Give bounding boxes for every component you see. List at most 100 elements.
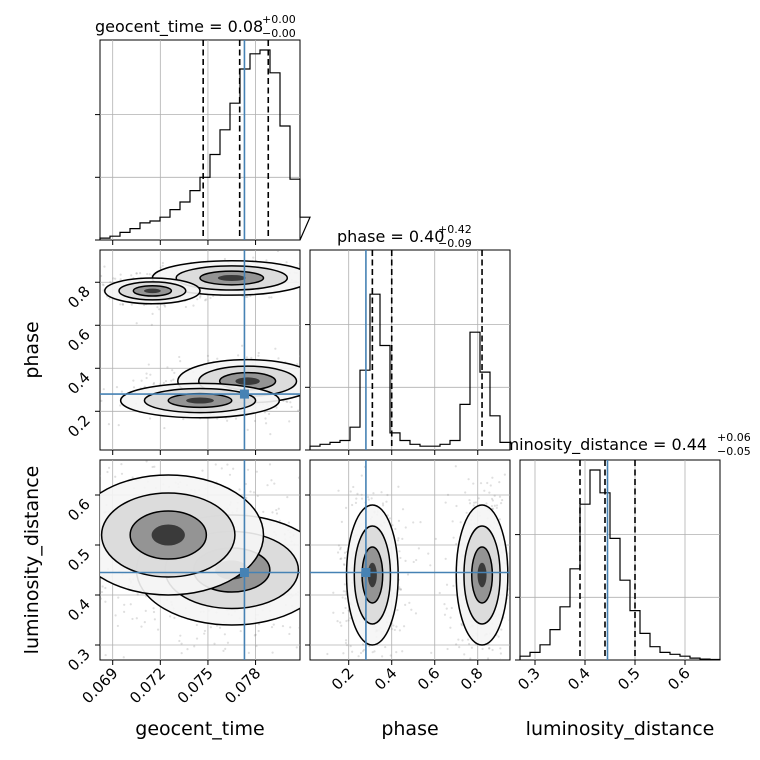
scatter-point bbox=[90, 589, 92, 591]
scatter-point bbox=[414, 612, 418, 615]
scatter-point bbox=[97, 563, 99, 565]
title-geocent-time-sub: −0.00 bbox=[262, 27, 296, 40]
scatter-point bbox=[305, 574, 307, 576]
contour-line bbox=[470, 546, 494, 604]
scatter-point bbox=[281, 624, 285, 628]
scatter-point bbox=[450, 606, 453, 610]
scatter-point bbox=[270, 296, 273, 299]
contour-line bbox=[143, 387, 257, 414]
scatter-point bbox=[344, 606, 347, 610]
scatter-point bbox=[339, 557, 342, 561]
scatter-point bbox=[67, 480, 69, 482]
scatter-point bbox=[486, 657, 490, 660]
scatter-point bbox=[455, 542, 458, 546]
scatter-luminosity-distance-vs-phase-panel: 0.2 0.4 0.6 0.8 bbox=[305, 459, 516, 708]
scatter-point bbox=[503, 473, 506, 476]
scatter-point bbox=[152, 383, 155, 386]
title-geocent-time-sup: +0.00 bbox=[262, 13, 296, 26]
scatter-point bbox=[459, 521, 462, 524]
scatter-point bbox=[117, 596, 120, 599]
scatter-point bbox=[360, 493, 363, 496]
scatter-point bbox=[86, 276, 88, 278]
scatter-point bbox=[445, 607, 448, 610]
scatter-point bbox=[483, 489, 486, 492]
scatter-point bbox=[121, 303, 125, 306]
scatter-point bbox=[120, 390, 124, 393]
scatter-point bbox=[223, 257, 227, 261]
hist-luminosity-distance-panel: 0.3 0.4 0.5 0.6 bbox=[514, 459, 721, 694]
scatter-point bbox=[163, 305, 167, 308]
scatter-point bbox=[438, 591, 441, 595]
scatter-point bbox=[301, 598, 303, 600]
xtick-label: 0.3 bbox=[514, 664, 544, 694]
scatter-point bbox=[100, 274, 103, 278]
scatter-point bbox=[44, 591, 46, 593]
scatter-point bbox=[138, 272, 142, 275]
scatter-point bbox=[163, 426, 166, 430]
scatter-point bbox=[119, 404, 122, 407]
scatter-point bbox=[86, 534, 88, 536]
scatter-point bbox=[367, 665, 369, 667]
scatter-point bbox=[468, 642, 471, 646]
scatter-point bbox=[380, 491, 383, 494]
scatter-point bbox=[401, 508, 405, 511]
scatter-point bbox=[381, 502, 385, 505]
scatter-point bbox=[131, 617, 134, 621]
scatter-point bbox=[339, 546, 342, 549]
scatter-point bbox=[497, 635, 500, 638]
scatter-point bbox=[514, 489, 516, 491]
scatter-point bbox=[178, 639, 181, 643]
scatter-point bbox=[48, 544, 50, 546]
scatter-point bbox=[468, 502, 472, 505]
scatter-point bbox=[257, 629, 260, 633]
scatter-point bbox=[119, 278, 122, 281]
scatter-point bbox=[207, 359, 210, 362]
scatter-point bbox=[271, 511, 274, 514]
scatter-point bbox=[224, 647, 227, 650]
scatter-point bbox=[95, 637, 97, 639]
scatter-point bbox=[410, 608, 413, 611]
scatter-point bbox=[301, 554, 303, 556]
scatter-point bbox=[232, 467, 235, 470]
scatter-point bbox=[468, 498, 471, 502]
scatter-point bbox=[366, 495, 370, 499]
scatter-point bbox=[357, 655, 360, 658]
scatter-point bbox=[135, 272, 138, 275]
hist-geocent-time-panel bbox=[95, 39, 311, 245]
scatter-point bbox=[398, 629, 401, 632]
density-level bbox=[217, 274, 246, 281]
scatter-point bbox=[401, 650, 404, 653]
scatter-point bbox=[85, 528, 87, 530]
scatter-point bbox=[474, 501, 478, 504]
scatter-point bbox=[83, 480, 85, 482]
scatter-point bbox=[218, 626, 222, 629]
scatter-point bbox=[430, 651, 433, 654]
scatter-point bbox=[373, 706, 375, 708]
scatter-point bbox=[349, 490, 352, 493]
scatter-point bbox=[263, 411, 267, 414]
scatter-point bbox=[391, 627, 394, 631]
scatter-point bbox=[79, 527, 81, 529]
scatter-point bbox=[117, 424, 120, 427]
scatter-point bbox=[203, 629, 207, 633]
scatter-point bbox=[196, 298, 199, 301]
scatter-point bbox=[303, 568, 305, 570]
scatter-point bbox=[226, 463, 229, 466]
scatter-point bbox=[463, 653, 466, 656]
scatter-point bbox=[303, 612, 305, 614]
scatter-point bbox=[493, 494, 496, 497]
scatter-point bbox=[238, 488, 241, 491]
scatter-point bbox=[390, 692, 392, 694]
scatter-point bbox=[246, 428, 249, 431]
scatter-point bbox=[489, 484, 492, 487]
scatter-point bbox=[151, 312, 154, 316]
scatter-point bbox=[392, 663, 394, 665]
scatter-point bbox=[289, 626, 292, 629]
scatter-point bbox=[95, 276, 97, 278]
scatter-point bbox=[222, 649, 225, 653]
scatter-point bbox=[445, 583, 449, 586]
scatter-point bbox=[72, 490, 74, 492]
scatter-point bbox=[116, 624, 119, 628]
scatter-point bbox=[182, 417, 185, 421]
density-level bbox=[144, 288, 161, 294]
